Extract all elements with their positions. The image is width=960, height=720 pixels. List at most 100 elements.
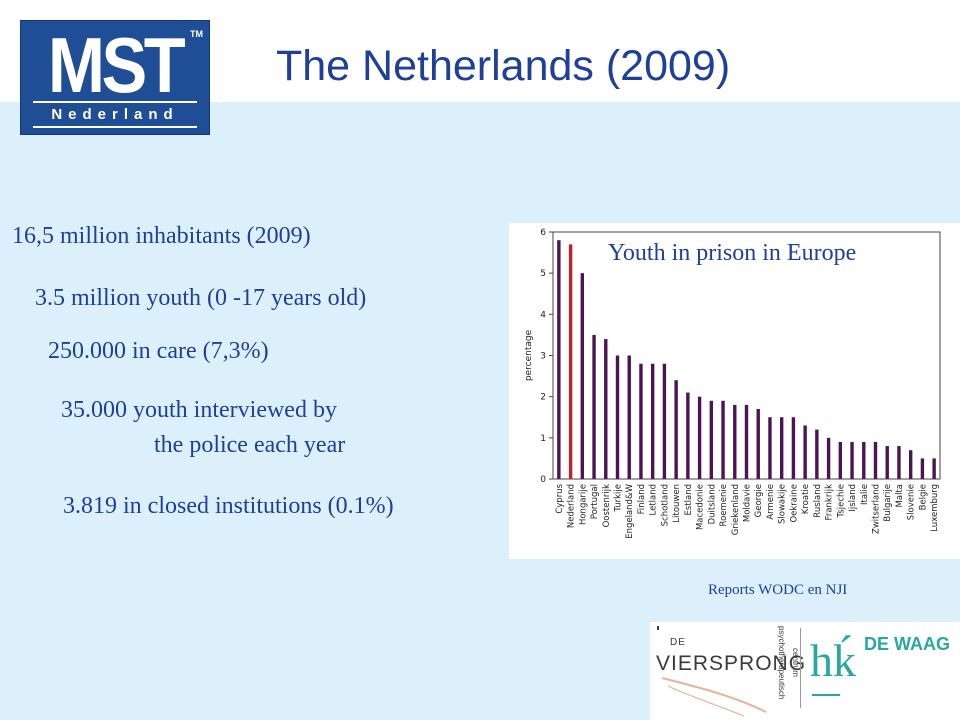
waag-logo: DE WAAG [864,634,951,654]
bar [815,429,819,479]
x-tick-label: Cyprus [555,483,565,513]
x-tick-label: Griekenland [731,484,741,535]
bar [932,458,936,479]
bar [838,441,843,479]
x-tick-label: Tsjechie [836,484,846,518]
x-tick-label: Belgie [918,484,928,510]
bar [568,244,573,479]
bar [908,450,913,479]
vierspong-prefix: DE [670,637,686,648]
vierspong-name: VIERSPRONG [656,652,807,675]
stat-interviewed-line2: the police each year [154,432,346,458]
bar [873,441,878,479]
x-tick-label: Zwitserland [872,484,882,534]
stat-youth: 3.5 million youth (0 -17 years old) [35,285,367,311]
x-tick-label: Hongarije [578,484,588,525]
x-tick-label: Armenie [766,484,776,520]
bar [803,425,807,479]
bar [709,400,714,479]
x-tick-label: Litouwen [672,484,682,523]
bar [791,417,796,479]
logo-rule-bottom [33,126,197,128]
x-tick-label: Duitsland [707,484,717,524]
x-tick-label: Slovenie [907,484,917,520]
stat-in-care: 250.000 in care (7,3%) [48,338,269,364]
x-tick-label: Nederland [567,484,577,528]
mst-logo: MST TM Nederland [20,20,210,135]
x-tick-label: Estland [684,484,694,516]
bar [721,400,725,479]
bar [662,363,667,479]
stat-inhabitants: 16,5 million inhabitants (2009) [12,223,311,249]
y-tick-label: 5 [540,269,546,279]
x-tick-label: Slowakije [778,484,788,524]
x-tick-label: Turkije [614,484,624,513]
bar [826,437,831,479]
logo-rule-top [33,101,197,103]
logo-trademark: TM [190,29,203,39]
y-tick-label: 6 [540,228,546,238]
x-tick-label: Georgie [754,484,764,517]
partner-logos: DE VIERSPRONG psychotherapeutisch centru… [650,622,960,720]
bar [768,417,772,479]
youth-prison-bar-chart: 0 1 2 3 4 5 6 percentage Cyprus Nederland Hongarij… [524,228,941,539]
x-tick-label: Macedonie [696,484,706,530]
x-tick-label: Kroatie [801,484,811,514]
bar [697,396,702,479]
bar [862,441,866,479]
bar [604,339,608,479]
bar [639,363,643,479]
bar [580,273,585,479]
hk-logo-rule [812,694,840,696]
x-tick-label: Bulgarije [883,484,893,522]
y-tick-label: 1 [540,434,546,444]
x-tick-label: Portugal [590,484,600,519]
chart-panel: 0 1 2 3 4 5 6 percentage Cyprus Nederland Hongarij… [509,223,960,559]
bar [650,363,655,479]
bar [615,355,620,479]
y-tick-label: 4 [540,310,546,320]
vierspong-vertical-text: psychotherapeutisch [777,626,786,700]
bar [627,355,631,479]
source-note: Reports WODC en NJI [708,582,848,598]
bar [557,240,561,479]
bar [592,334,596,479]
bar [897,446,901,479]
bar [779,417,784,479]
x-tick-label: Moldavie [743,484,753,522]
x-tick-label: Frankrijk [825,484,835,521]
stat-interviewed-line1: 35.000 youth interviewed by [61,397,337,423]
y-tick-label: 0 [540,475,546,485]
bar [744,404,749,479]
x-tick-label: Malta [895,484,905,507]
chart-title: Youth in prison in Europe [608,240,857,266]
bar [920,458,925,479]
x-tick-label: Oekraine [789,484,799,523]
vierspong-logo-mark [657,626,767,717]
y-tick-label: 2 [540,393,546,403]
bar [674,380,678,479]
x-tick-label: Ijsland [848,484,858,512]
vierspong-vertical-text-2: centrum [791,648,800,677]
bar [850,441,854,479]
x-tick-label: Letland [649,484,659,516]
x-tick-label: Engeland&W [625,483,635,538]
hk-logo: hḱ [810,635,856,686]
stat-closed-institutions: 3.819 in closed institutions (0.1%) [63,493,394,519]
slide-title: The Netherlands (2009) [276,42,731,90]
x-tick-label: Rusland [813,484,823,518]
y-tick-label: 3 [540,352,546,362]
bar [756,409,760,479]
logo-brand: MST [47,21,186,109]
bar [733,404,737,479]
y-axis-label: percentage [524,329,534,381]
logo-subtitle: Nederland [51,106,179,123]
x-tick-label: Italie [860,484,870,505]
x-tick-label: Oostenrijk [602,484,612,527]
x-tick-label: Luxemburg [930,484,940,532]
bar [686,392,690,479]
bar [885,446,889,479]
logo-divider [800,628,801,708]
x-tick-label: Schotland [660,484,670,526]
x-tick-label: Finland [637,484,647,514]
